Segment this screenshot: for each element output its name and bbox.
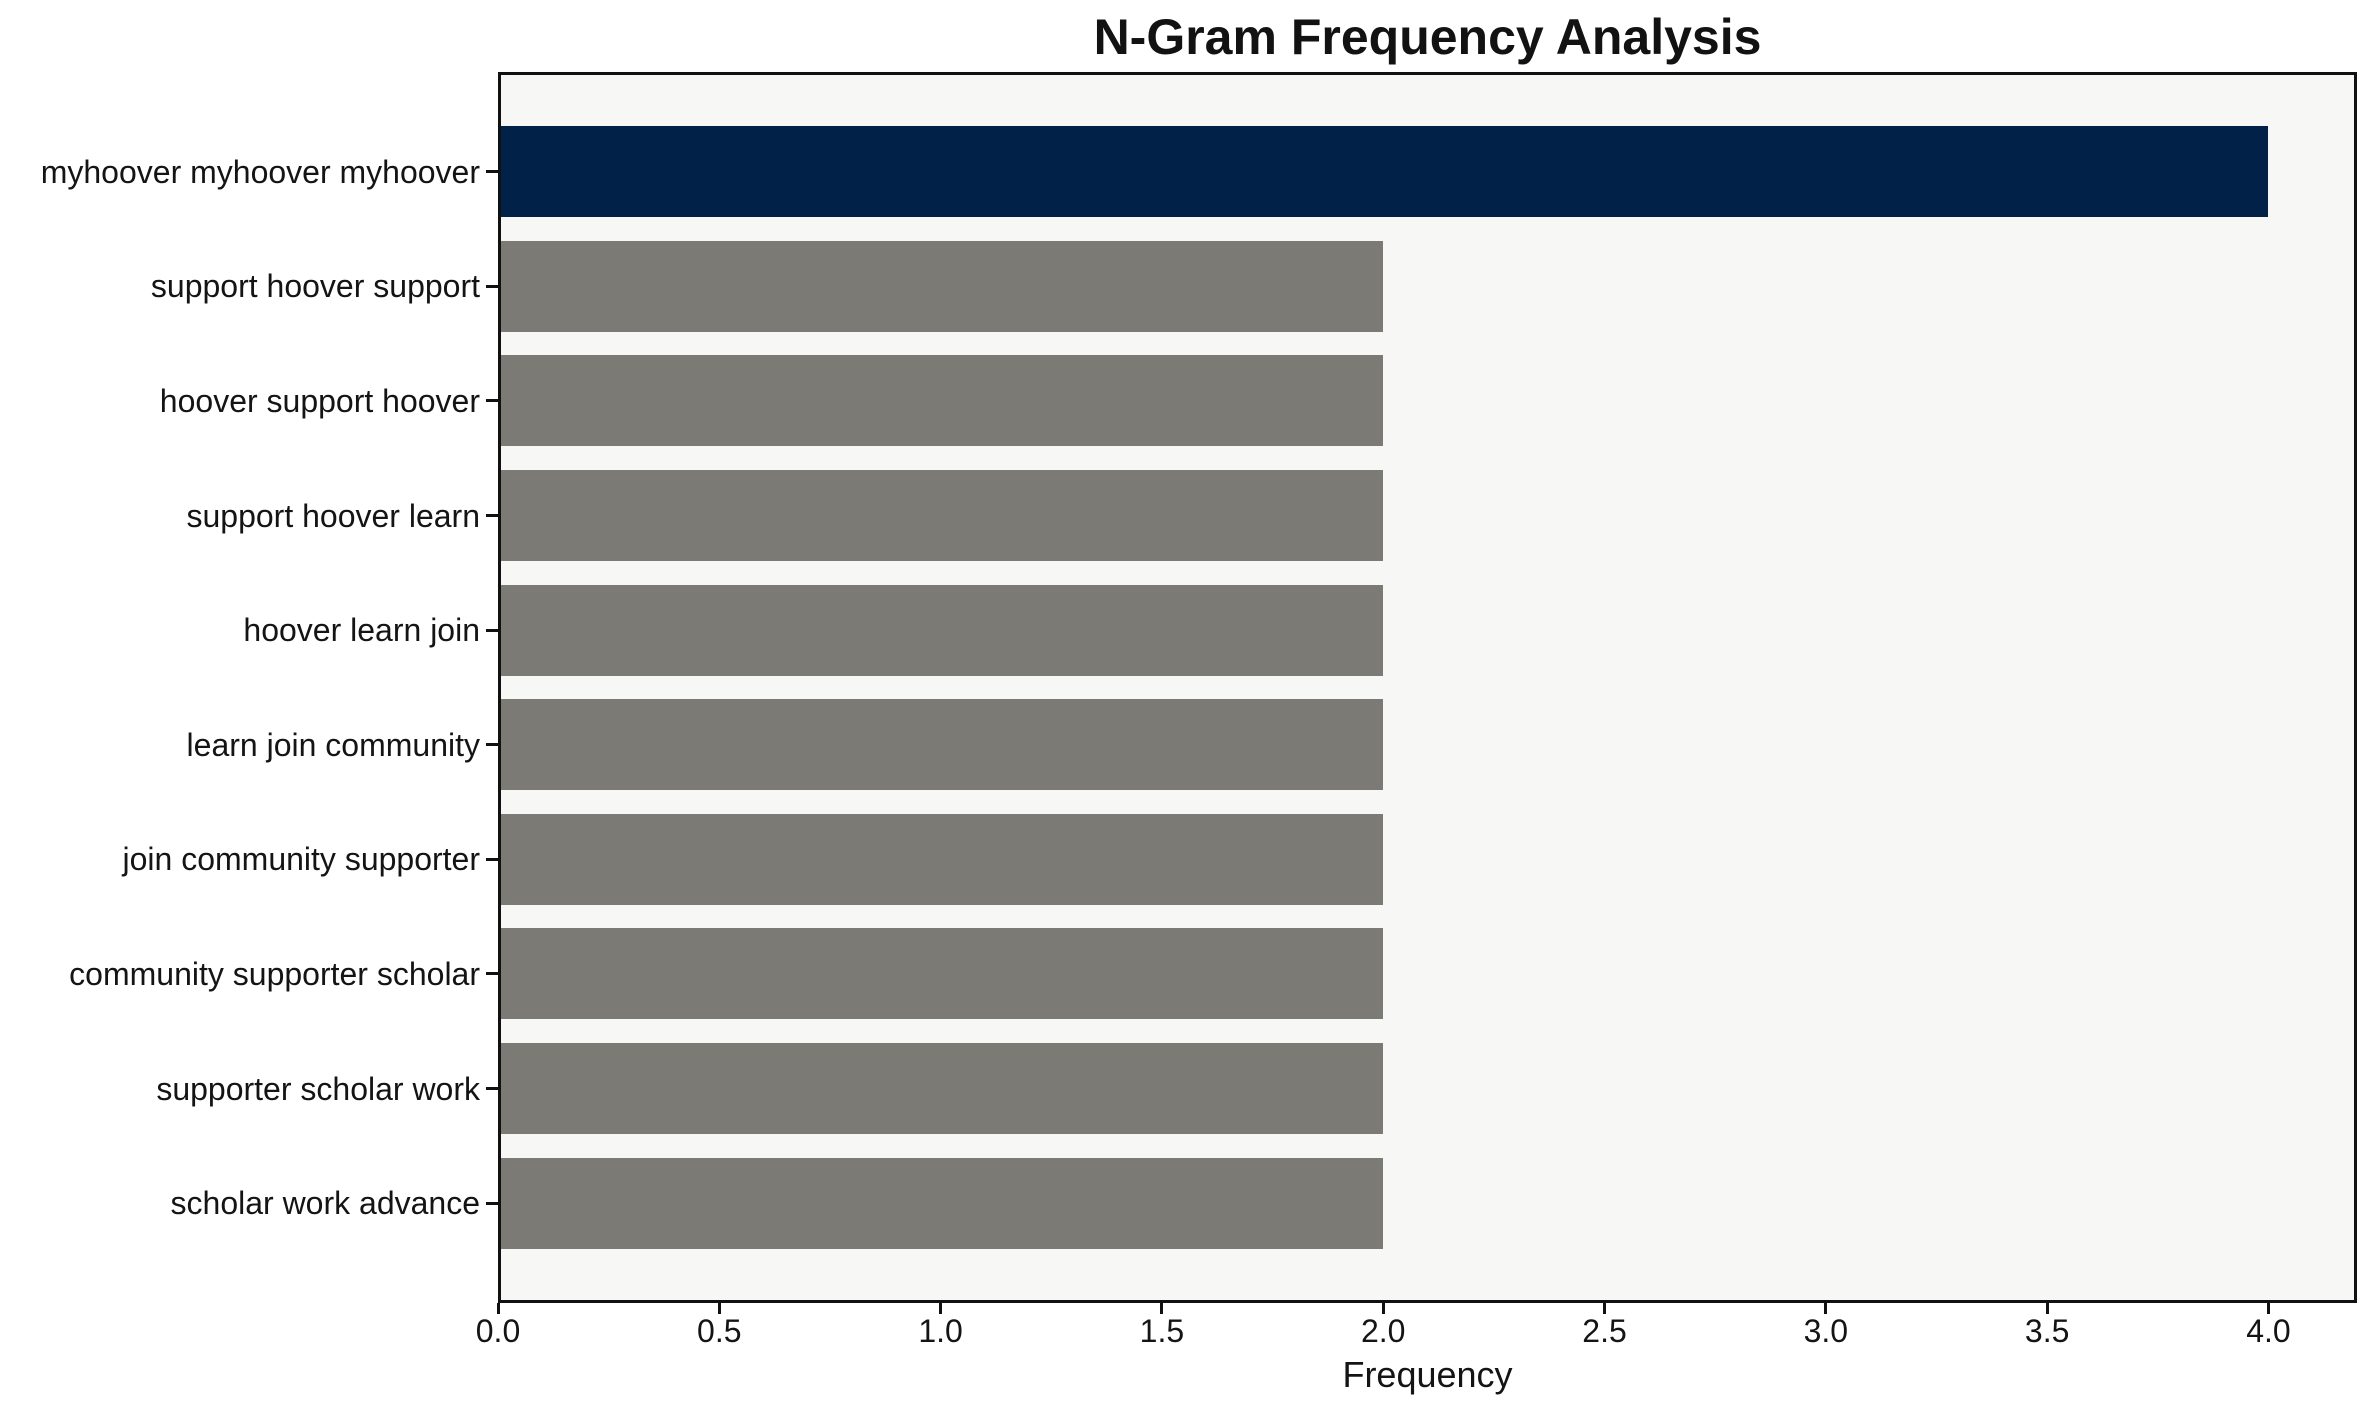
x-tick-label: 2.5 [1582,1313,1627,1349]
y-tick-mark [486,857,498,861]
y-tick-mark [486,743,498,747]
plot-area: myhoover myhoover myhoover support hoover… [41,72,2357,1347]
x-tick-label: 0.0 [475,1313,521,1349]
y-tick-mark [486,170,498,174]
y-tick-label: support hoover support [150,268,480,305]
y-tick-label: hoover support hoover [159,382,480,419]
x-tick-label: 3.0 [1803,1313,1849,1349]
y-tick-label: join community supporter [122,841,480,878]
x-tick-label: 2.0 [1360,1313,1406,1349]
y-tick-label: myhoover myhoover myhoover [40,153,480,190]
y-tick-mark [486,628,498,632]
x-axis-label: Frequency [1342,1354,1513,1395]
bar [498,126,2269,218]
x-tick-label: 1.5 [1139,1313,1185,1349]
x-tick-mark [1160,1303,1164,1314]
x-tick-mark [1381,1303,1385,1314]
y-tick-label: supporter scholar work [156,1070,480,1107]
y-tick-label: hoover learn join [243,612,480,649]
bar [498,1043,1384,1134]
y-tick-label: support hoover learn [186,497,480,534]
x-tick-mark [2045,1303,2049,1314]
y-tick-mark [486,972,498,976]
y-tick-mark [486,1201,498,1205]
y-tick-label: community supporter scholar [69,955,480,992]
x-tick-mark [1603,1303,1607,1314]
y-tick-mark [486,1087,498,1090]
bar [498,813,1384,905]
x-tick-mark [939,1303,943,1314]
y-tick-mark [486,399,498,403]
x-tick-label: 0.5 [697,1313,742,1349]
x-tick-mark [717,1303,721,1314]
x-tick-mark [1824,1303,1828,1314]
bar [498,240,1384,332]
x-tick-mark [2266,1303,2270,1314]
x-tick-label: 1.0 [918,1313,963,1349]
bar [498,355,1384,447]
bar [498,584,1384,676]
bar [498,699,1384,791]
y-tick-mark [486,514,498,517]
x-tick-label: 3.5 [2024,1313,2070,1349]
x-tick-mark [496,1303,500,1314]
bar [498,470,1384,561]
bar [498,928,1384,1020]
bar [498,1157,1384,1249]
y-tick-label: scholar work advance [170,1185,480,1222]
x-tick-label: 4.0 [2246,1313,2291,1349]
y-tick-label: learn join community [186,726,480,763]
y-tick-mark [486,284,498,288]
chart-title: N-Gram Frequency Analysis [1093,9,1762,65]
